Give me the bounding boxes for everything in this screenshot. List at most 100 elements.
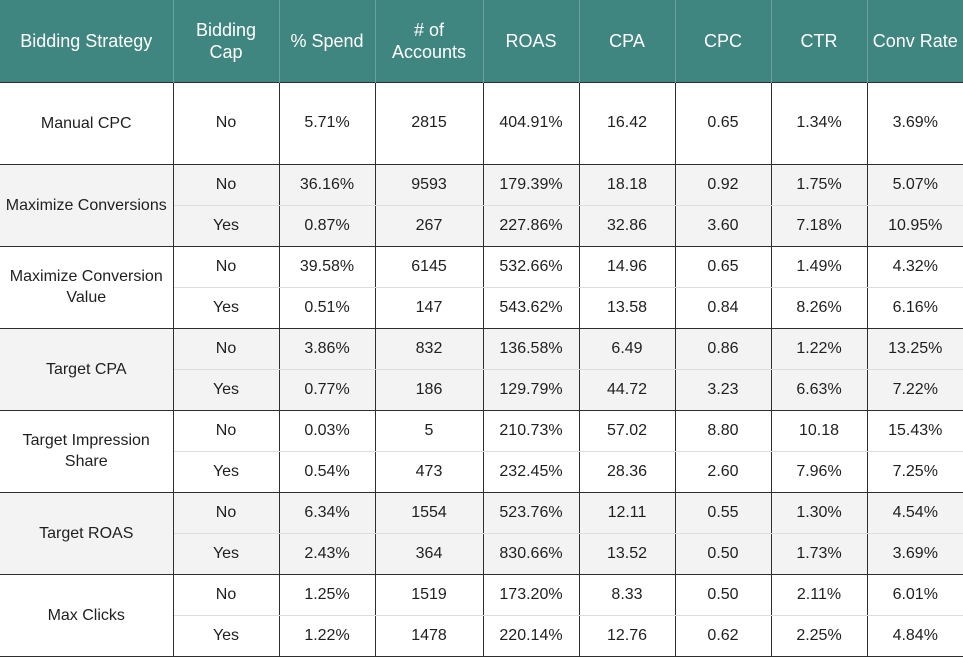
strategy-cell: Target CPA [0,327,174,411]
conv-rate-cell: 4.84% [866,614,963,657]
conv-rate-cell: 3.69% [866,81,963,165]
cap-cell: Yes [173,614,280,657]
spend-cell: 3.86% [278,327,376,370]
cap-cell: No [172,491,280,534]
cap-cell: No [172,409,280,452]
spend-cell: 1.25% [278,573,376,616]
cap-cell: Yes [173,286,280,329]
conv-rate-cell: 4.32% [866,245,963,288]
strategy-cell: Max Clicks [0,573,174,657]
group-target-cpa: Target CPA No 3.86% 832 136.58% 6.49 0.8… [0,327,963,411]
table-row: Manual CPC No 5.71% 2815 404.91% 16.42 0… [0,81,963,165]
header-bidding-strategy: Bidding Strategy [0,0,173,82]
table-row: Yes 1.22% 1478 220.14% 12.76 0.62 2.25% … [0,614,963,657]
table-row: Yes 0.54% 473 232.45% 28.36 2.60 7.96% 7… [0,450,963,493]
accounts-cell: 1519 [374,573,484,616]
accounts-cell: 473 [374,450,484,493]
header-roas: ROAS [482,0,579,82]
conv-rate-cell: 7.22% [866,368,963,411]
strategy-cell: Target Impression Share [0,409,174,493]
spend-cell: 36.16% [278,163,376,206]
conv-rate-cell: 13.25% [866,327,963,370]
roas-cell: 136.58% [482,327,580,370]
roas-cell: 173.20% [482,573,580,616]
table-row: Target Impression Share No 0.03% 5 210.7… [0,409,963,493]
table-header: Bidding Strategy Bidding Cap % Spend # o… [0,0,963,82]
group-maximize-conversion-value: Maximize Conversion Value No 39.58% 6145… [0,245,963,329]
spend-cell: 2.43% [278,532,376,575]
spend-cell: 1.22% [278,614,376,657]
accounts-cell: 1478 [374,614,484,657]
strategy-cell: Maximize Conversion Value [0,245,174,329]
roas-cell: 232.45% [482,450,580,493]
ctr-cell: 1.49% [770,245,868,288]
header-accounts: # of Accounts [374,0,483,82]
roas-cell: 543.62% [482,286,580,329]
cpa-cell: 12.76 [578,614,676,657]
table-row: Maximize Conversion Value No 39.58% 6145… [0,245,963,329]
strategy-cell: Maximize Conversions [0,163,174,247]
roas-cell: 129.79% [482,368,580,411]
cap-cell: Yes [173,532,280,575]
cpc-cell: 8.80 [674,409,772,452]
spend-cell: 5.71% [278,81,376,165]
cpc-cell: 0.92 [674,163,772,206]
cpc-cell: 0.50 [674,532,772,575]
spend-cell: 0.03% [278,409,376,452]
cpa-cell: 12.11 [578,491,676,534]
cap-cell: No [172,81,280,165]
conv-rate-cell: 5.07% [866,163,963,206]
cpc-cell: 0.50 [674,573,772,616]
conv-rate-cell: 10.95% [866,204,963,247]
ctr-cell: 8.26% [770,286,868,329]
conv-rate-cell: 6.01% [866,573,963,616]
accounts-cell: 832 [374,327,484,370]
ctr-cell: 1.73% [770,532,868,575]
accounts-cell: 1554 [374,491,484,534]
ctr-cell: 7.96% [770,450,868,493]
header-spend: % Spend [278,0,375,82]
header-cpc: CPC [674,0,771,82]
table-row: Maximize Conversions No 36.16% 9593 179.… [0,163,963,247]
accounts-cell: 147 [374,286,484,329]
spend-cell: 6.34% [278,491,376,534]
roas-cell: 532.66% [482,245,580,288]
header-conv-rate: Conv Rate [866,0,963,82]
spend-cell: 0.54% [278,450,376,493]
group-target-impression-share: Target Impression Share No 0.03% 5 210.7… [0,409,963,493]
cap-cell: Yes [173,450,280,493]
header-bidding-cap: Bidding Cap [172,0,279,82]
accounts-cell: 186 [374,368,484,411]
cpc-cell: 0.84 [674,286,772,329]
table-row: Target CPA No 3.86% 832 136.58% 6.49 0.8… [0,327,963,411]
ctr-cell: 7.18% [770,204,868,247]
roas-cell: 830.66% [482,532,580,575]
accounts-cell: 9593 [374,163,484,206]
ctr-cell: 1.22% [770,327,868,370]
table-row: Target ROAS No 6.34% 1554 523.76% 12.11 … [0,491,963,575]
ctr-cell: 1.75% [770,163,868,206]
conv-rate-cell: 7.25% [866,450,963,493]
table-row: Max Clicks No 1.25% 1519 173.20% 8.33 0.… [0,573,963,657]
cpc-cell: 0.55 [674,491,772,534]
cap-cell: No [172,573,280,616]
roas-cell: 227.86% [482,204,580,247]
cpa-cell: 6.49 [578,327,676,370]
cpc-cell: 2.60 [674,450,772,493]
cap-cell: No [172,163,280,206]
ctr-cell: 2.25% [770,614,868,657]
cap-cell: Yes [173,204,280,247]
cpa-cell: 57.02 [578,409,676,452]
cpc-cell: 3.23 [674,368,772,411]
table-row: Yes 2.43% 364 830.66% 13.52 0.50 1.73% 3… [0,532,963,575]
header-row: Bidding Strategy Bidding Cap % Spend # o… [0,0,963,82]
ctr-cell: 10.18 [770,409,868,452]
conv-rate-cell: 15.43% [866,409,963,452]
cap-cell: No [172,327,280,370]
spend-cell: 0.87% [278,204,376,247]
cpa-cell: 13.58 [578,286,676,329]
cpa-cell: 28.36 [578,450,676,493]
roas-cell: 220.14% [482,614,580,657]
ctr-cell: 2.11% [770,573,868,616]
